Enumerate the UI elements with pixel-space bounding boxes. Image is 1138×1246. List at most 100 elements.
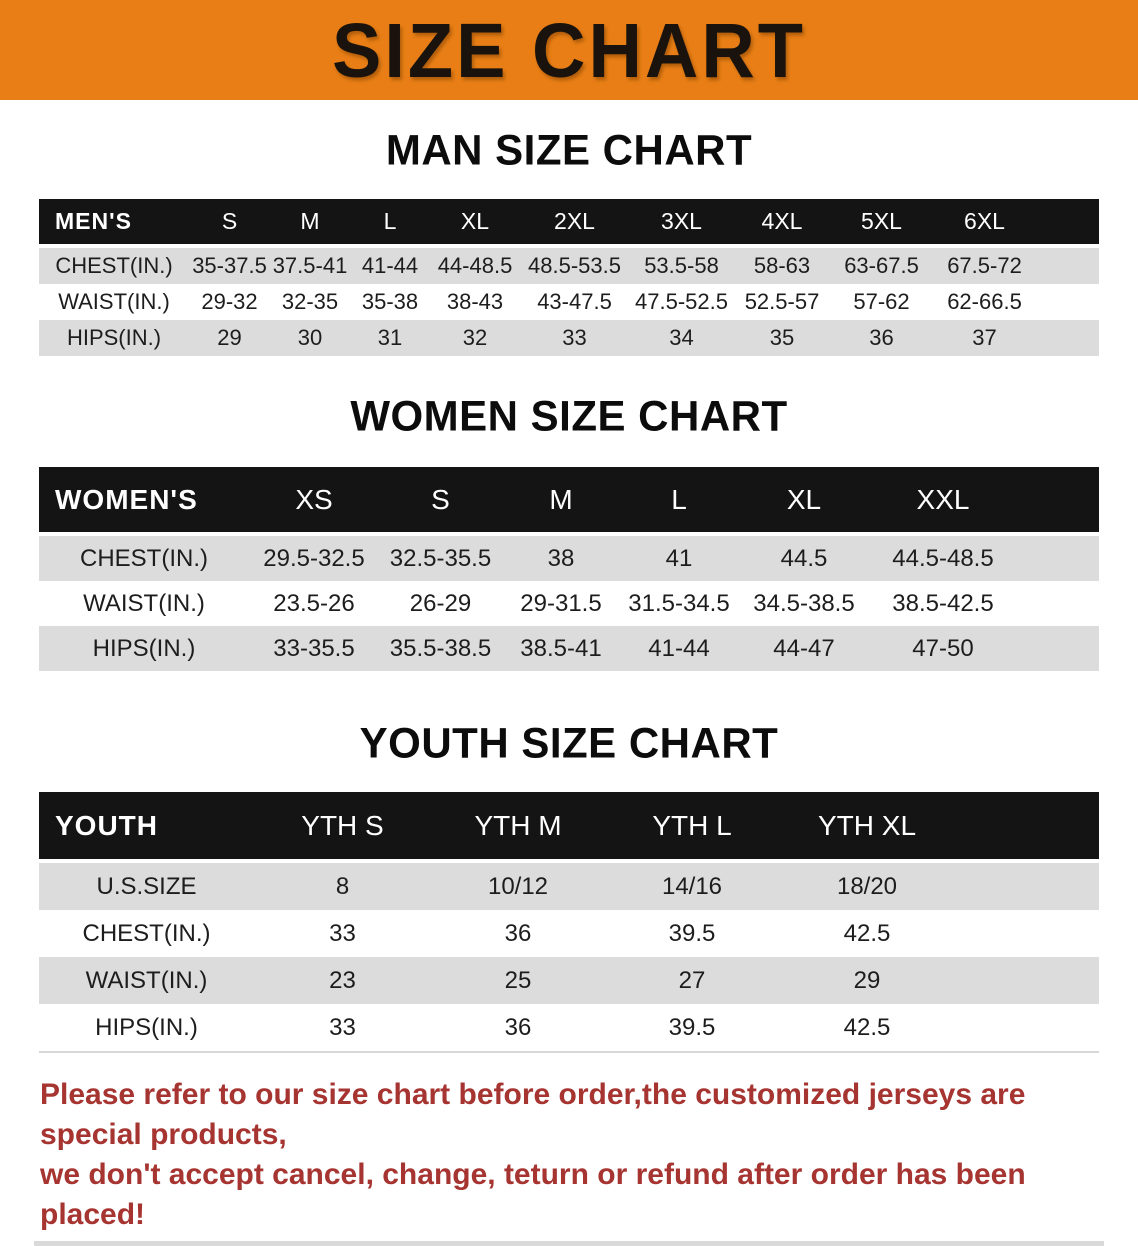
value-cell: 35 [734, 320, 830, 356]
value-cell: 43-47.5 [520, 284, 629, 320]
women-chest-row: CHEST(IN.) 29.5-32.5 32.5-35.5 38 41 44.… [39, 534, 1099, 581]
value-cell: 38-43 [430, 284, 520, 320]
men-hips-row: HIPS(IN.) 29 30 31 32 33 34 35 36 37 [39, 320, 1099, 356]
women-hips-row: HIPS(IN.) 33-35.5 35.5-38.5 38.5-41 41-4… [39, 626, 1099, 671]
row-label: WAIST(IN.) [39, 284, 189, 320]
value-cell: 36 [830, 320, 933, 356]
youth-size-header: YTH M [431, 792, 605, 863]
value-cell: 38.5-42.5 [870, 581, 1016, 626]
row-label: HIPS(IN.) [39, 320, 189, 356]
value-cell: 58-63 [734, 246, 830, 284]
women-waist-row: WAIST(IN.) 23.5-26 26-29 29-31.5 31.5-34… [39, 581, 1099, 626]
row-label: HIPS(IN.) [39, 1004, 254, 1052]
value-cell: 33 [520, 320, 629, 356]
value-cell: 62-66.5 [933, 284, 1036, 320]
value-cell: 37 [933, 320, 1036, 356]
value-cell: 25 [431, 957, 605, 1004]
value-cell: 48.5-53.5 [520, 246, 629, 284]
spacer-cell [1036, 320, 1099, 356]
men-size-header: 5XL [830, 199, 933, 248]
value-cell: 33 [254, 910, 431, 957]
value-cell: 36 [431, 1004, 605, 1052]
youth-size-header: YTH S [254, 792, 431, 863]
size-chart-banner: SIZE CHART [0, 0, 1138, 100]
youth-size-header: YTH XL [779, 792, 955, 863]
men-waist-row: WAIST(IN.) 29-32 32-35 35-38 38-43 43-47… [39, 284, 1099, 320]
women-size-header: S [379, 467, 502, 536]
men-size-header: 3XL [629, 199, 734, 248]
value-cell: 39.5 [605, 910, 779, 957]
spacer-cell [1016, 467, 1099, 536]
value-cell: 63-67.5 [830, 246, 933, 284]
value-cell: 34 [629, 320, 734, 356]
men-size-header: 4XL [734, 199, 830, 248]
banner-title: SIZE CHART [332, 6, 806, 94]
youth-waist-row: WAIST(IN.) 23 25 27 29 [39, 957, 1099, 1004]
value-cell: 37.5-41 [270, 246, 350, 284]
value-cell: 29 [189, 320, 270, 356]
value-cell: 31 [350, 320, 430, 356]
value-cell: 35-37.5 [189, 246, 270, 284]
men-size-header: S [189, 199, 270, 248]
disclaimer-text: Please refer to our size chart before or… [40, 1075, 1120, 1235]
value-cell: 23.5-26 [249, 581, 379, 626]
men-size-header: 6XL [933, 199, 1036, 248]
row-label: CHEST(IN.) [39, 534, 249, 581]
men-size-header: 2XL [520, 199, 629, 248]
women-size-header: L [620, 467, 738, 536]
women-size-header: M [502, 467, 620, 536]
value-cell: 8 [254, 861, 431, 910]
value-cell: 29-31.5 [502, 581, 620, 626]
value-cell: 29-32 [189, 284, 270, 320]
value-cell: 35-38 [350, 284, 430, 320]
women-size-header: XL [738, 467, 870, 536]
women-header-row: WOMEN'S XS S M L XL XXL [39, 467, 1099, 536]
youth-header-row: YOUTH YTH S YTH M YTH L YTH XL [39, 792, 1099, 863]
men-chest-row: CHEST(IN.) 35-37.5 37.5-41 41-44 44-48.5… [39, 246, 1099, 284]
women-size-header: XS [249, 467, 379, 536]
spacer-cell [1016, 626, 1099, 671]
value-cell: 29.5-32.5 [249, 534, 379, 581]
value-cell: 26-29 [379, 581, 502, 626]
row-label: HIPS(IN.) [39, 626, 249, 671]
value-cell: 44.5-48.5 [870, 534, 1016, 581]
youth-hips-row: HIPS(IN.) 33 36 39.5 42.5 [39, 1004, 1099, 1052]
value-cell: 23 [254, 957, 431, 1004]
men-header-row: MEN'S S M L XL 2XL 3XL 4XL 5XL 6XL [39, 199, 1099, 248]
men-table-label: MEN'S [39, 199, 189, 248]
row-label: WAIST(IN.) [39, 957, 254, 1004]
men-size-table: MEN'S S M L XL 2XL 3XL 4XL 5XL 6XL CHEST… [39, 199, 1099, 356]
spacer-cell [955, 957, 1099, 1004]
row-label: CHEST(IN.) [39, 246, 189, 284]
row-label: WAIST(IN.) [39, 581, 249, 626]
row-label: U.S.SIZE [39, 861, 254, 910]
bottom-divider [34, 1241, 1104, 1246]
value-cell: 10/12 [431, 861, 605, 910]
value-cell: 31.5-34.5 [620, 581, 738, 626]
men-size-header: L [350, 199, 430, 248]
men-section-title: MAN SIZE CHART [385, 125, 753, 174]
value-cell: 44-48.5 [430, 246, 520, 284]
spacer-cell [1036, 199, 1099, 248]
men-size-header: XL [430, 199, 520, 248]
value-cell: 38 [502, 534, 620, 581]
value-cell: 34.5-38.5 [738, 581, 870, 626]
spacer-cell [1036, 284, 1099, 320]
value-cell: 53.5-58 [629, 246, 734, 284]
value-cell: 27 [605, 957, 779, 1004]
value-cell: 67.5-72 [933, 246, 1036, 284]
value-cell: 44-47 [738, 626, 870, 671]
youth-chest-row: CHEST(IN.) 33 36 39.5 42.5 [39, 910, 1099, 957]
value-cell: 30 [270, 320, 350, 356]
spacer-cell [955, 792, 1099, 863]
value-cell: 38.5-41 [502, 626, 620, 671]
value-cell: 52.5-57 [734, 284, 830, 320]
spacer-cell [1016, 534, 1099, 581]
value-cell: 44.5 [738, 534, 870, 581]
spacer-cell [955, 1004, 1099, 1052]
youth-section-title: YOUTH SIZE CHART [359, 718, 779, 767]
value-cell: 33 [254, 1004, 431, 1052]
value-cell: 32-35 [270, 284, 350, 320]
value-cell: 47.5-52.5 [629, 284, 734, 320]
spacer-cell [955, 861, 1099, 910]
